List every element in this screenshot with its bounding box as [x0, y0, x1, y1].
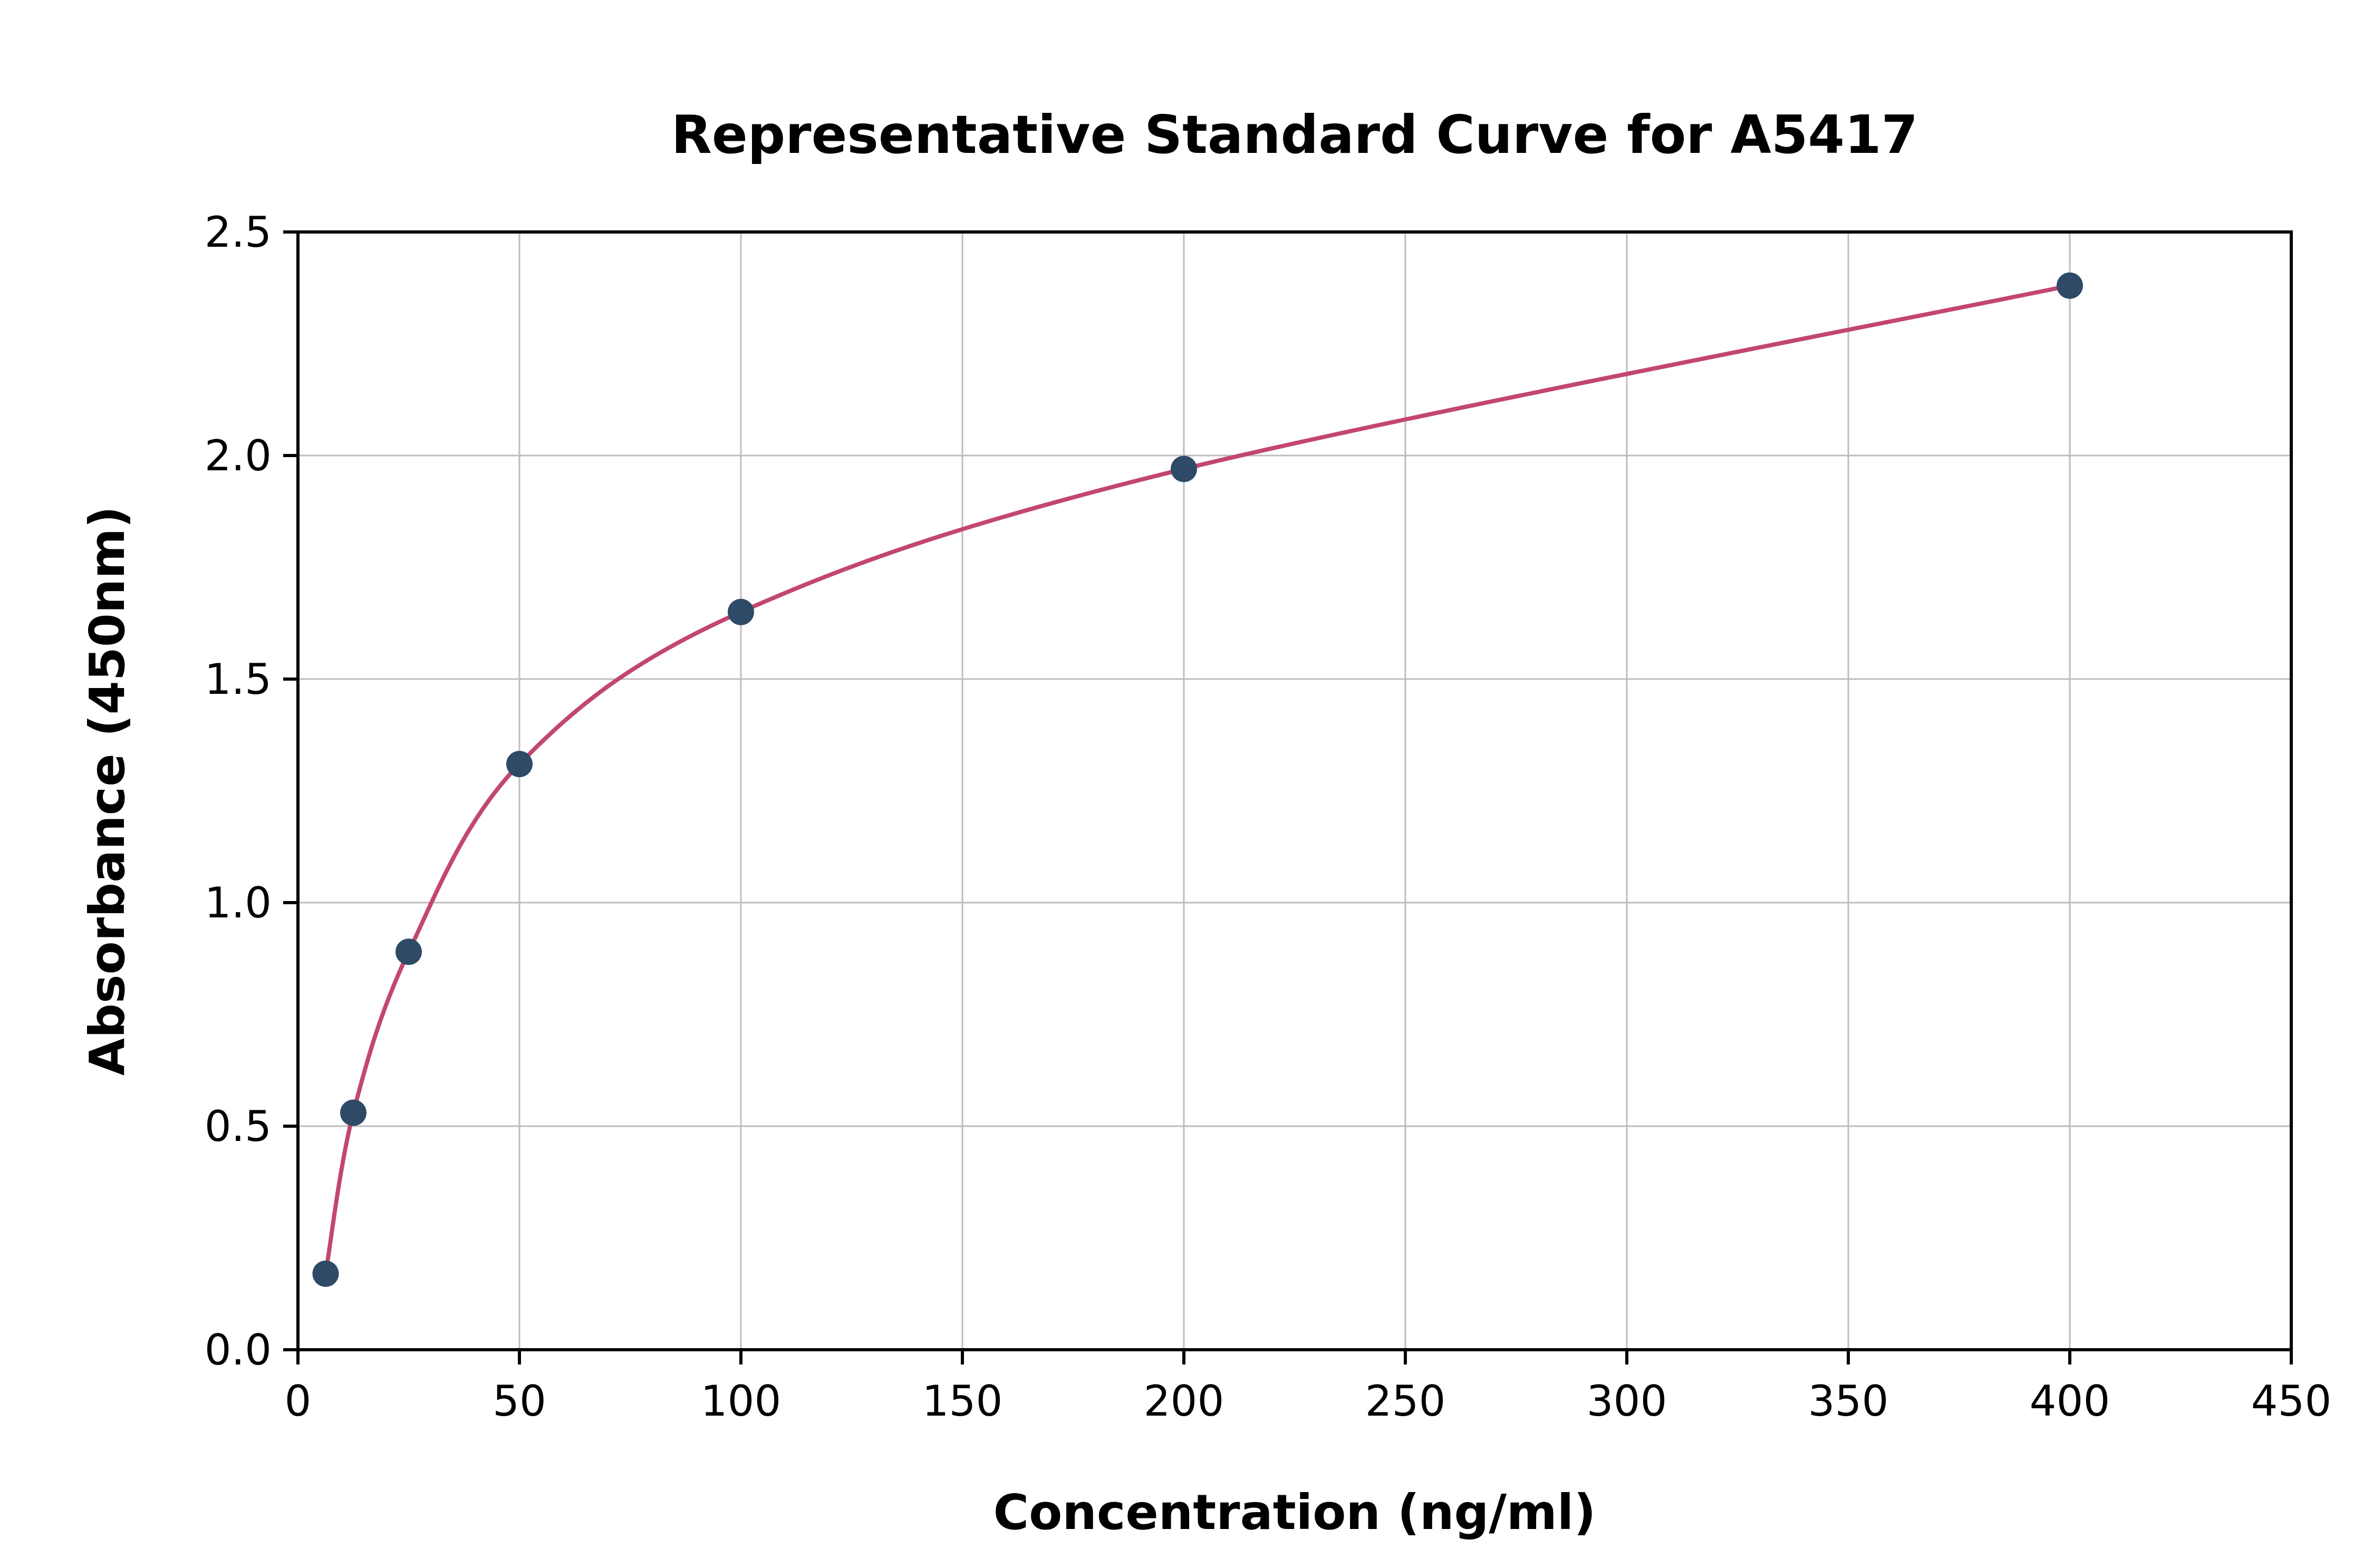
data-point: [396, 938, 422, 965]
data-point: [340, 1099, 366, 1126]
tick-marks: [283, 230, 2293, 1364]
y-tick-label: 0.5: [205, 1102, 272, 1151]
x-tick-label: 450: [2251, 1377, 2332, 1426]
data-point: [728, 598, 754, 625]
x-tick-label: 400: [2030, 1377, 2110, 1426]
chart-title: Representative Standard Curve for A5417: [671, 104, 1918, 166]
y-tick-label: 2.5: [205, 208, 272, 257]
axes-box: [296, 230, 2293, 1351]
data-point: [506, 751, 533, 778]
fit-curve: [323, 283, 2072, 1276]
y-tick-label: 1.5: [205, 655, 272, 704]
data-point: [312, 1260, 339, 1287]
y-tick-label: 2.0: [205, 431, 272, 480]
x-tick-label: 250: [1365, 1377, 1446, 1426]
y-axis-label: Absorbance (450nm): [79, 506, 136, 1076]
x-tick-label: 300: [1587, 1377, 1667, 1426]
x-tick-label: 50: [493, 1377, 546, 1426]
x-axis-label: Concentration (ng/ml): [993, 1484, 1596, 1541]
grid-lines: [297, 231, 2292, 1351]
y-tick-label: 1.0: [205, 878, 272, 927]
data-points-layer: [312, 272, 2083, 1287]
x-tick-label: 200: [1144, 1377, 1224, 1426]
x-tick-label: 100: [701, 1377, 782, 1426]
data-point: [1171, 456, 1197, 482]
fit-curve-layer: [323, 283, 2072, 1276]
data-point: [2057, 272, 2083, 299]
x-tick-label: 150: [922, 1377, 1003, 1426]
x-tick-label: 0: [285, 1377, 312, 1426]
y-tick-label: 0.0: [205, 1325, 272, 1375]
plot-border: [296, 230, 2293, 1351]
x-tick-label: 350: [1808, 1377, 1889, 1426]
x-tick-labels: 0 50 100 150 200 250 300 350 400 450: [285, 1377, 2332, 1426]
y-tick-labels: 0.0 0.5 1.0 1.5 2.0 2.5: [205, 208, 272, 1375]
